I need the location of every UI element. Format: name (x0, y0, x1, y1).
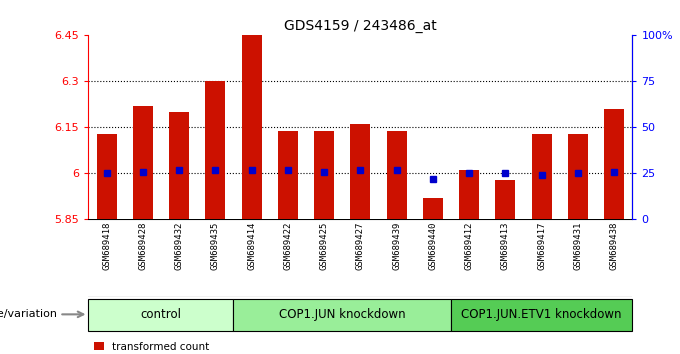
Bar (496, 179, 515, 219)
Text: GSM689432: GSM689432 (175, 222, 184, 270)
Text: GSM689427: GSM689427 (356, 222, 365, 270)
Title: GDS4159 / 243486_at: GDS4159 / 243486_at (284, 19, 437, 33)
Text: control: control (141, 308, 182, 321)
Text: GSM689412: GSM689412 (464, 222, 474, 270)
Bar (205, 81, 225, 219)
Bar (568, 133, 588, 219)
Bar (350, 124, 371, 219)
Bar (169, 112, 189, 219)
Text: GSM689414: GSM689414 (247, 222, 256, 270)
Text: GSM689428: GSM689428 (138, 222, 148, 270)
Bar (314, 131, 334, 219)
Bar (133, 106, 153, 219)
Text: GSM689440: GSM689440 (428, 222, 437, 270)
Text: GSM689417: GSM689417 (537, 222, 546, 270)
Text: GSM689425: GSM689425 (320, 222, 328, 270)
Text: GSM689422: GSM689422 (284, 222, 292, 270)
Bar (278, 131, 298, 219)
Bar (459, 170, 479, 219)
Text: GSM689431: GSM689431 (573, 222, 583, 270)
Bar (241, 35, 262, 219)
Bar (88, 299, 233, 331)
Text: GSM689418: GSM689418 (102, 222, 111, 270)
Bar (97, 133, 116, 219)
Text: GSM689439: GSM689439 (392, 222, 401, 270)
Bar (233, 299, 451, 331)
Legend: transformed count, percentile rank within the sample: transformed count, percentile rank withi… (94, 342, 288, 354)
Text: GSM689438: GSM689438 (610, 222, 619, 270)
Text: COP1.JUN knockdown: COP1.JUN knockdown (279, 308, 405, 321)
Text: GSM689435: GSM689435 (211, 222, 220, 270)
Bar (451, 299, 632, 331)
Bar (532, 133, 551, 219)
Bar (605, 109, 624, 219)
Bar (387, 131, 407, 219)
Text: GSM689413: GSM689413 (501, 222, 510, 270)
Bar (423, 198, 443, 219)
Text: COP1.JUN.ETV1 knockdown: COP1.JUN.ETV1 knockdown (462, 308, 622, 321)
Text: genotype/variation: genotype/variation (0, 309, 58, 319)
